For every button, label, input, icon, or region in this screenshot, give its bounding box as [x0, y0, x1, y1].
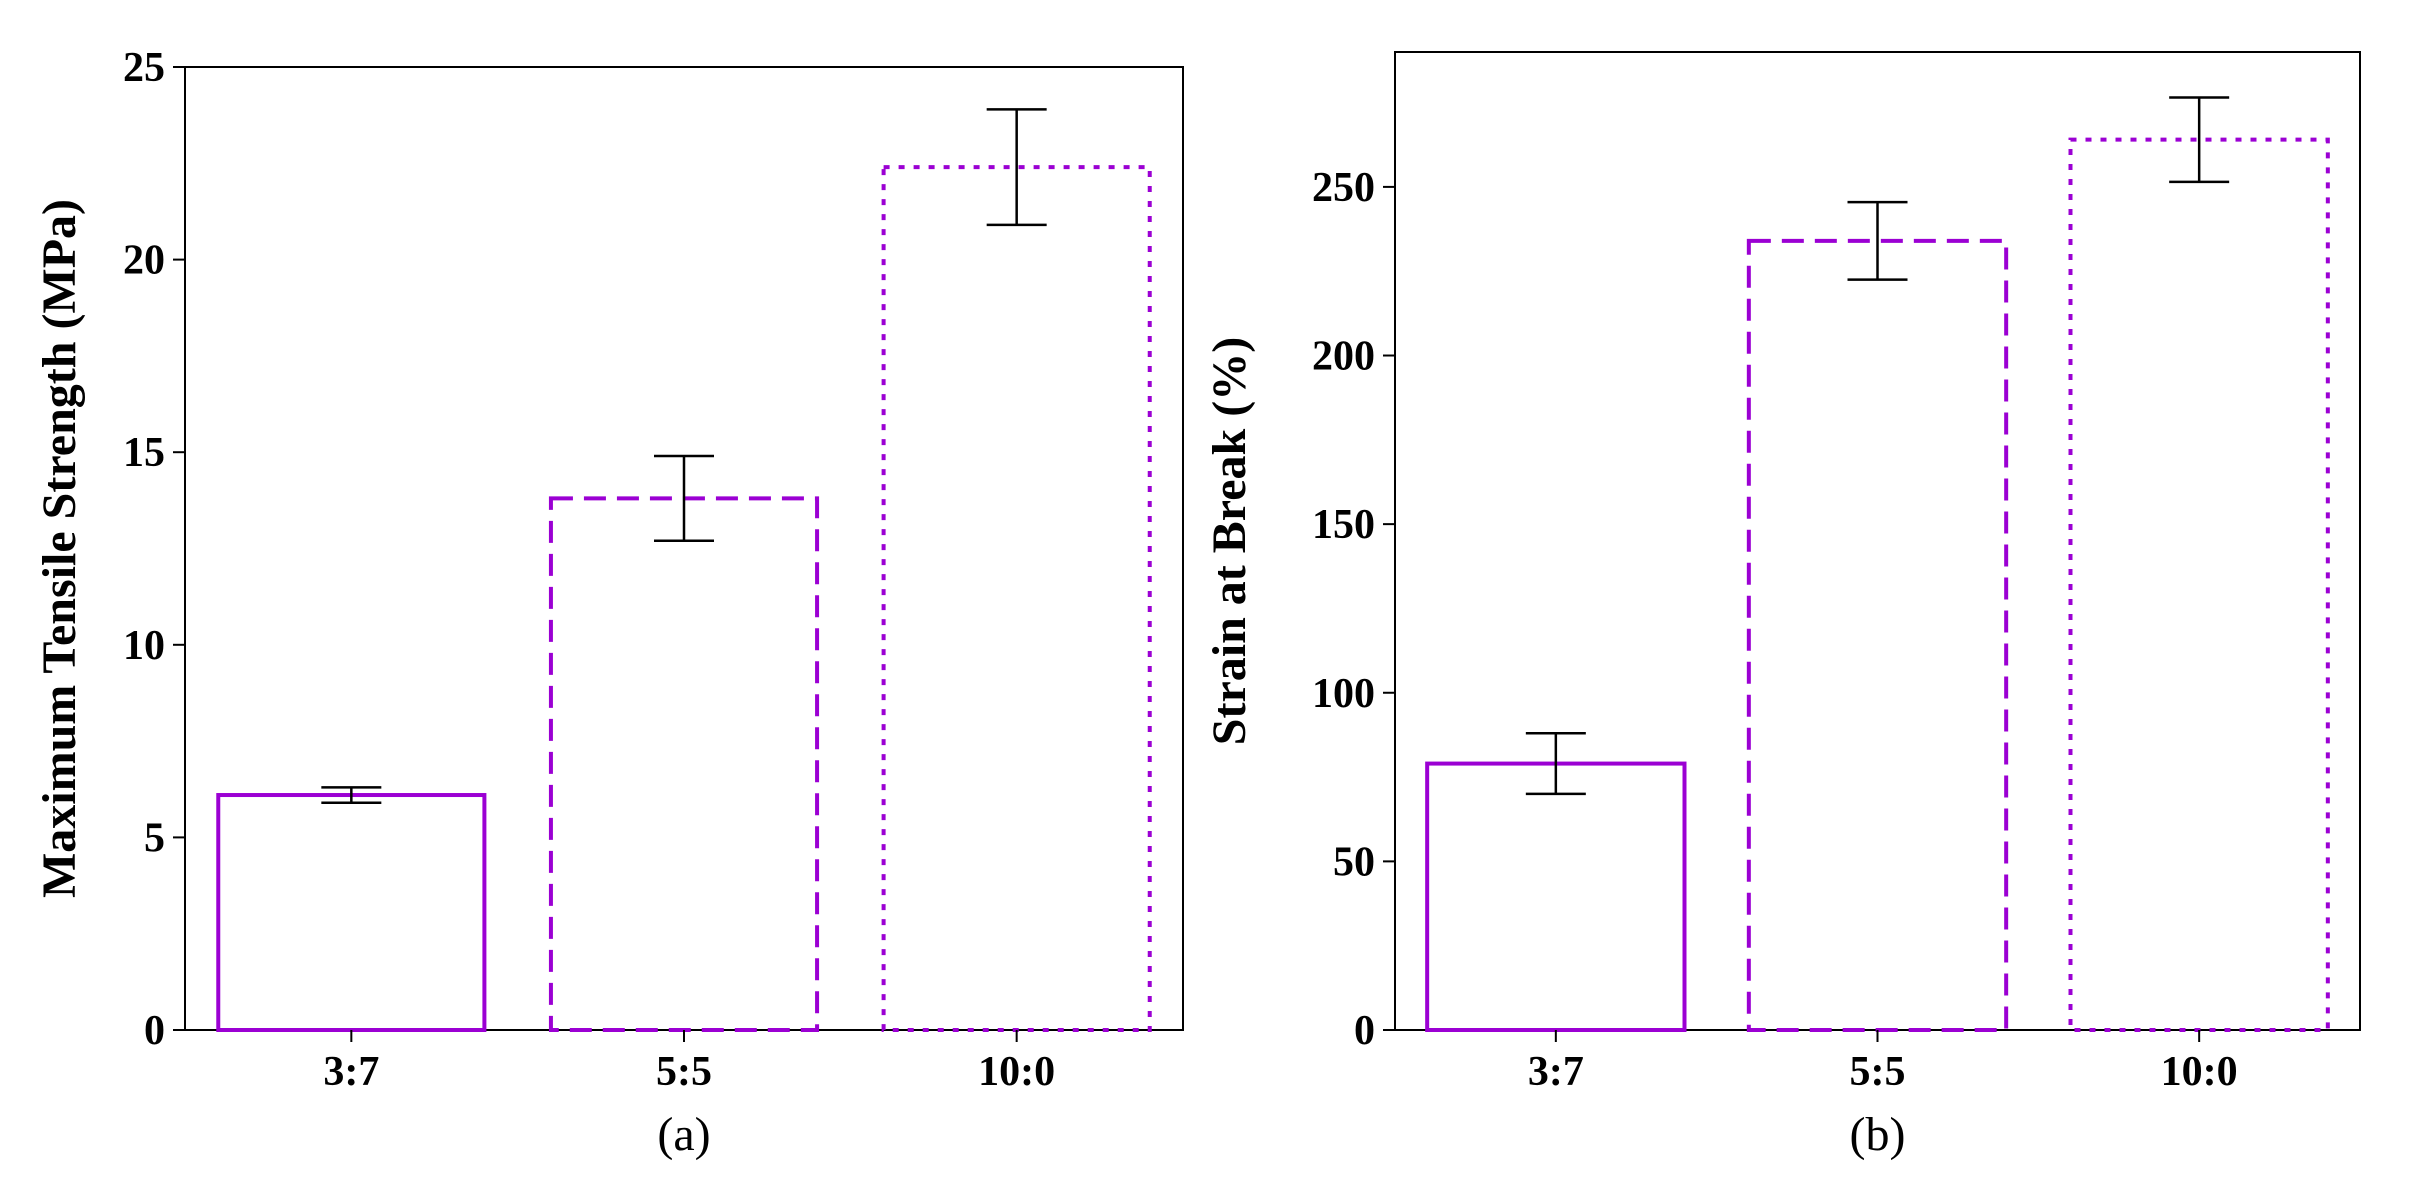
panel-label: (a)	[657, 1108, 710, 1161]
y-tick-label: 5	[144, 815, 165, 861]
y-axis-title: Strain at Break (%)	[1203, 337, 1256, 745]
chart-panel-a: 0 5 10 15 20 25 3:7 5:5 10:0 Maximum Tensile Stre…	[33, 45, 1184, 1161]
x-tick-label: 5:5	[1850, 1049, 1906, 1095]
bar-3-7	[1425, 761, 1687, 1032]
x-tick-label: 10:0	[978, 1049, 1055, 1095]
y-tick-label: 100	[1312, 671, 1375, 717]
bar-5-5	[1746, 238, 2009, 1033]
axes-frame	[184, 66, 1184, 1031]
y-tick-label: 50	[1333, 839, 1375, 885]
x-tick-label: 10:0	[2161, 1049, 2238, 1095]
y-tick-label: 10	[123, 623, 165, 669]
axes-frame	[1394, 51, 2361, 1031]
y-tick-label: 15	[123, 430, 165, 476]
y-tick-label: 200	[1312, 334, 1375, 380]
chart-panel-b: 0 50 100 150 200 250 3:7 5:5 10:0 Strain at Break…	[1203, 51, 2361, 1161]
y-tick-label: 25	[123, 45, 165, 91]
bar-10-0	[2068, 137, 2330, 1033]
y-axis-title: Maximum Tensile Strength (MPa)	[33, 199, 86, 898]
panel-label: (b)	[1850, 1108, 1906, 1161]
bar-3-7	[216, 793, 487, 1033]
x-tick-label: 5:5	[656, 1049, 712, 1095]
y-tick-label: 0	[1354, 1008, 1375, 1054]
x-tick-label: 3:7	[1528, 1049, 1584, 1095]
y-tick-label: 250	[1312, 165, 1375, 211]
y-tick-label: 20	[123, 238, 165, 284]
bar-5-5	[548, 496, 820, 1032]
y-tick-label: 150	[1312, 502, 1375, 548]
y-tick-label: 0	[144, 1008, 165, 1054]
bar-10-0	[881, 165, 1152, 1033]
x-tick-label: 3:7	[323, 1049, 379, 1095]
